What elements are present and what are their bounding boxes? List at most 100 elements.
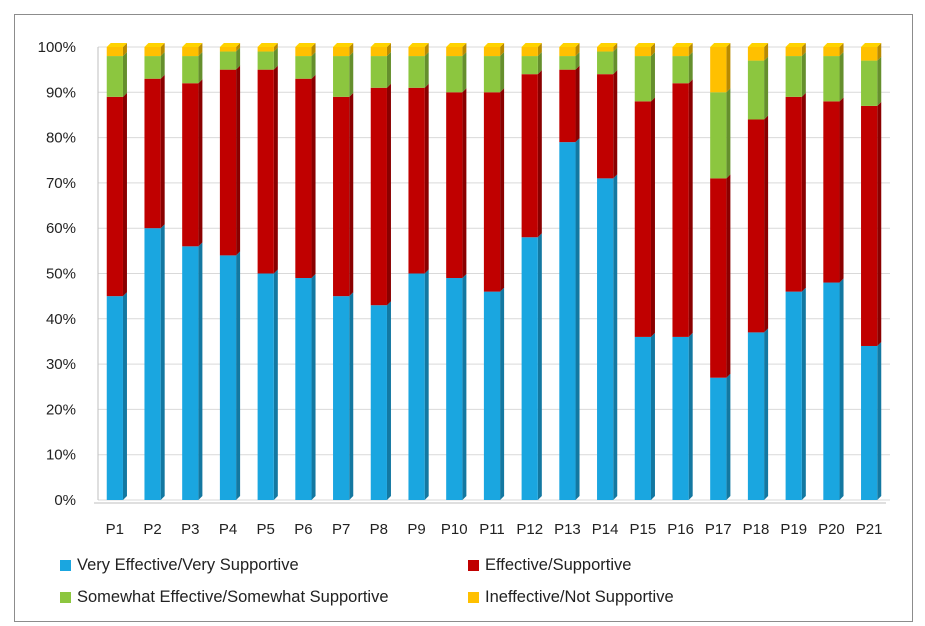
bar-segment-p21-series-4 (861, 47, 878, 61)
y-tick-label: 40% (46, 311, 76, 328)
x-tick-label: P1 (106, 521, 124, 538)
bar-side-face (688, 43, 693, 57)
bar-segment-p7-series-2 (333, 96, 350, 297)
bar-side-face (839, 52, 844, 102)
bar-side-face (500, 52, 505, 93)
bar-side-face (311, 43, 316, 57)
bar-segment-p21-series-3 (861, 60, 878, 106)
legend-label: Ineffective/Not Supportive (485, 588, 674, 606)
bar-side-face (424, 269, 429, 500)
bar-segment-p8-series-1 (370, 305, 387, 500)
bar-top-cap (333, 43, 354, 47)
bar-segment-p8-series-4 (370, 47, 387, 57)
bar-side-face (575, 138, 580, 500)
bar-segment-p15-series-4 (634, 47, 651, 57)
x-tick-label: P17 (705, 521, 732, 538)
bar-side-face (198, 242, 203, 500)
x-tick-label: P20 (818, 521, 845, 538)
bar-side-face (236, 43, 241, 52)
bar-side-face (877, 43, 882, 61)
legend-item-ineffective: Ineffective/Not Supportive (468, 588, 674, 607)
x-tick-label: P7 (332, 521, 350, 538)
x-tick-label: P11 (479, 521, 505, 538)
y-tick-label: 0% (54, 492, 76, 509)
bar-segment-p6-series-1 (295, 278, 312, 500)
bar-side-face (801, 52, 806, 97)
bar-side-face (650, 97, 655, 337)
bar-side-face (537, 70, 542, 238)
bar-segment-p11-series-4 (483, 47, 501, 57)
bar-side-face (462, 52, 467, 93)
bar-side-face (764, 43, 769, 61)
bar-segment-p1-series-2 (106, 96, 123, 297)
bar-segment-p15-series-3 (634, 56, 651, 102)
bar-top-cap (144, 43, 165, 47)
bar-segment-p4-series-3 (219, 51, 237, 70)
bar-top-cap (747, 43, 769, 47)
bar-side-face (688, 332, 693, 500)
bar-segment-p19-series-4 (785, 47, 802, 57)
bar-top-cap (219, 43, 241, 47)
bar-side-face (537, 233, 542, 500)
bar-segment-p19-series-1 (785, 291, 802, 500)
bar-side-face (386, 52, 391, 88)
x-tick-label: P13 (554, 521, 581, 538)
bar-side-face (198, 43, 203, 57)
bar-segment-p6-series-3 (295, 56, 312, 79)
bar-segment-p17-series-1 (710, 377, 727, 500)
axes (94, 47, 886, 504)
bar-side-face (386, 301, 391, 500)
bar-side-face (764, 56, 769, 120)
bar-segment-p10-series-2 (446, 92, 463, 279)
x-tick-label: P15 (630, 521, 657, 538)
bar-segment-p2-series-1 (144, 228, 161, 500)
bar-segment-p12-series-4 (521, 47, 538, 57)
x-tick-label: P4 (219, 521, 237, 538)
x-tick-label: P12 (516, 521, 543, 538)
x-tick-label: P18 (743, 521, 770, 538)
bar-segment-p4-series-1 (219, 255, 237, 500)
bar-side-face (726, 88, 731, 179)
bar-segment-p13-series-2 (559, 69, 576, 143)
bar-segment-p7-series-1 (333, 296, 350, 500)
bar-segment-p9-series-1 (408, 273, 425, 500)
bar-top-cap (861, 43, 882, 47)
bar-segment-p12-series-1 (521, 237, 538, 500)
y-tick-label: 20% (46, 401, 76, 418)
y-tick-label: 50% (46, 266, 76, 283)
bar-side-face (839, 43, 844, 57)
bar-side-face (386, 43, 391, 57)
bar-segment-p14-series-4 (597, 47, 614, 52)
bar-segment-p9-series-4 (408, 47, 425, 57)
bar-segment-p13-series-4 (559, 47, 576, 57)
bar-segment-p14-series-2 (597, 74, 614, 179)
bar-side-face (160, 74, 165, 229)
bar-side-face (273, 65, 278, 274)
bar-side-face (801, 92, 806, 292)
bar-segment-p9-series-2 (408, 87, 425, 274)
bar-segment-p21-series-2 (861, 105, 878, 346)
bar-segment-p5-series-4 (257, 47, 274, 52)
bar-segment-p11-series-1 (483, 291, 501, 500)
bar-side-face (462, 88, 467, 279)
legend-item-effective: Effective/Supportive (468, 556, 631, 575)
bar-segment-p20-series-2 (823, 101, 840, 283)
x-tick-label: P5 (257, 521, 275, 538)
bar-side-face (613, 70, 618, 179)
bar-side-face (160, 52, 165, 79)
bar-segment-p6-series-2 (295, 78, 312, 279)
legend-swatch (468, 592, 479, 603)
bar-side-face (273, 269, 278, 500)
bar-segment-p7-series-3 (333, 56, 350, 97)
bars (106, 43, 882, 500)
bar-segment-p3-series-4 (182, 47, 199, 57)
bar-side-face (349, 52, 354, 97)
bar-side-face (877, 101, 882, 346)
bar-side-face (764, 328, 769, 500)
bar-side-face (575, 43, 580, 57)
bar-segment-p3-series-3 (182, 56, 199, 84)
bar-side-face (236, 251, 241, 500)
bar-side-face (424, 52, 429, 88)
bar-side-face (122, 292, 127, 500)
